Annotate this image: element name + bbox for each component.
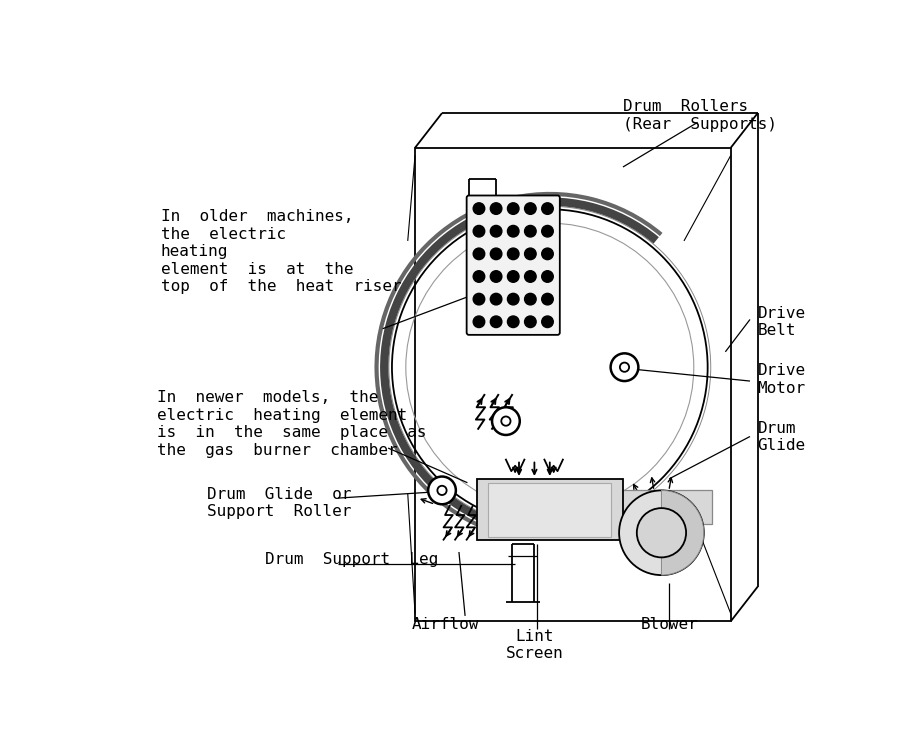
Circle shape: [437, 486, 446, 495]
Text: Drive
Belt: Drive Belt: [758, 305, 806, 338]
Bar: [619, 490, 712, 524]
Circle shape: [620, 362, 629, 372]
Text: Drum
Glide: Drum Glide: [758, 421, 806, 454]
Circle shape: [491, 293, 502, 305]
Circle shape: [619, 490, 704, 575]
Circle shape: [508, 271, 519, 282]
Circle shape: [508, 226, 519, 237]
Circle shape: [542, 293, 554, 305]
Circle shape: [473, 316, 485, 328]
Circle shape: [473, 293, 485, 305]
Text: Drum  Rollers
(Rear  Supports): Drum Rollers (Rear Supports): [623, 99, 777, 132]
Circle shape: [491, 271, 502, 282]
Circle shape: [508, 248, 519, 259]
FancyBboxPatch shape: [466, 196, 560, 334]
Circle shape: [542, 202, 554, 214]
Text: Airflow: Airflow: [412, 617, 480, 632]
Circle shape: [491, 316, 502, 328]
Wedge shape: [662, 490, 704, 575]
Text: In  older  machines,
the  electric
heating
element  is  at  the
top  of  the  he: In older machines, the electric heating …: [161, 209, 401, 294]
Circle shape: [637, 508, 686, 557]
Circle shape: [508, 316, 519, 328]
Circle shape: [525, 316, 536, 328]
Text: Blower: Blower: [640, 617, 698, 632]
Circle shape: [428, 476, 456, 504]
Circle shape: [525, 226, 536, 237]
Circle shape: [491, 248, 502, 259]
Circle shape: [542, 271, 554, 282]
Circle shape: [542, 226, 554, 237]
Circle shape: [525, 271, 536, 282]
Circle shape: [492, 407, 520, 435]
Circle shape: [542, 316, 554, 328]
Bar: [477, 478, 623, 541]
Text: Lint
Screen: Lint Screen: [506, 629, 563, 662]
Circle shape: [525, 202, 536, 214]
Circle shape: [610, 353, 638, 381]
Circle shape: [491, 202, 502, 214]
Bar: [488, 483, 611, 536]
Circle shape: [508, 202, 519, 214]
Text: Drum  Glide  or
Support  Roller: Drum Glide or Support Roller: [207, 487, 352, 519]
Text: Drive
Motor: Drive Motor: [758, 363, 806, 396]
Circle shape: [473, 248, 485, 259]
Circle shape: [508, 293, 519, 305]
Circle shape: [525, 248, 536, 259]
Circle shape: [525, 293, 536, 305]
Circle shape: [491, 226, 502, 237]
Text: Drum  Support  Leg: Drum Support Leg: [265, 552, 438, 567]
Circle shape: [542, 248, 554, 259]
Circle shape: [473, 271, 485, 282]
Text: In  newer  models,  the
electric  heating  element
is  in  the  same  place  as
: In newer models, the electric heating el…: [158, 390, 427, 458]
Circle shape: [501, 416, 510, 426]
Circle shape: [473, 202, 485, 214]
Circle shape: [473, 226, 485, 237]
Bar: [415, 148, 731, 621]
